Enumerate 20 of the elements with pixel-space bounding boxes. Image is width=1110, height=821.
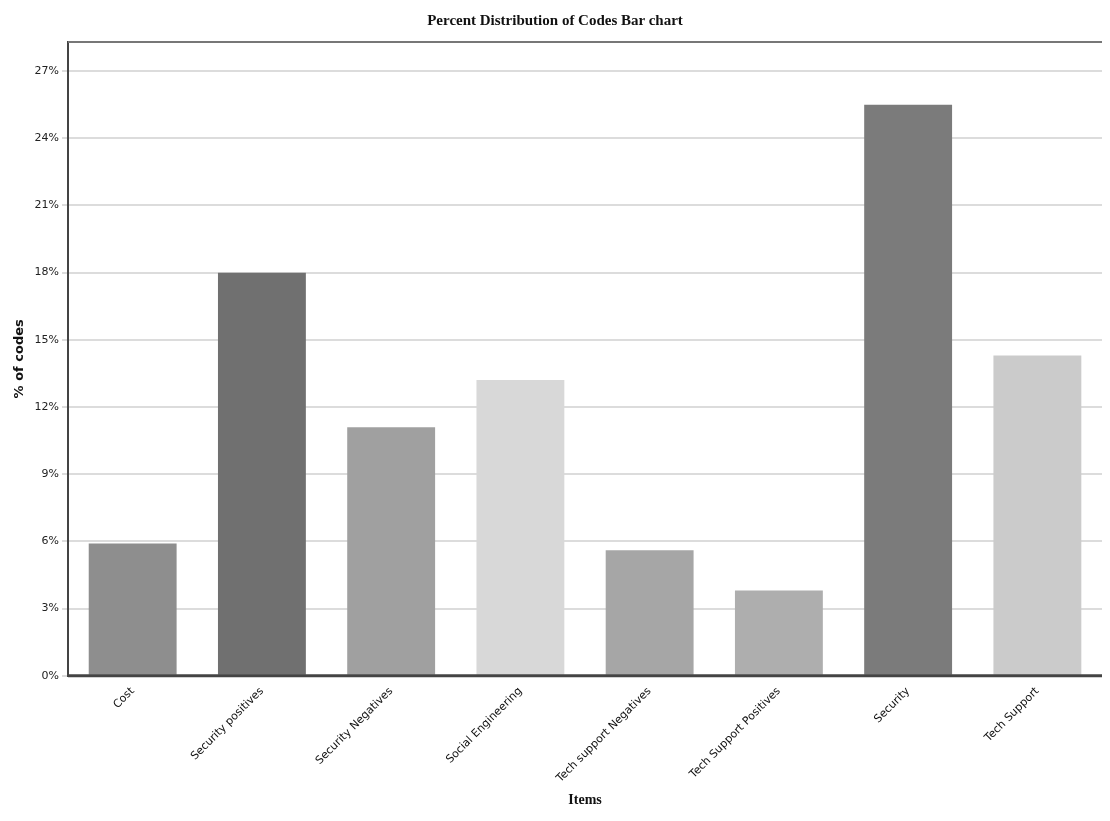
chart-title: Percent Distribution of Codes Bar chart — [427, 11, 683, 28]
y-tick-label: 24% — [34, 131, 60, 145]
y-tick-label: 18% — [34, 265, 60, 279]
y-tick-label: 6% — [41, 534, 60, 548]
y-tick-label: 27% — [34, 63, 60, 77]
x-axis-title: Items — [568, 792, 603, 808]
y-tick-label: 0% — [41, 668, 60, 682]
y-tick-label: 3% — [41, 601, 60, 615]
bar — [605, 550, 694, 675]
y-tick-label: 12% — [34, 399, 60, 413]
bar — [864, 104, 953, 675]
y-tick-label: 21% — [34, 198, 60, 212]
y-tick-label: 15% — [34, 332, 60, 346]
bar — [734, 590, 823, 675]
bar — [88, 543, 177, 675]
bar — [347, 427, 436, 675]
bar — [993, 355, 1082, 675]
bar — [217, 272, 306, 675]
y-tick-label: 9% — [41, 467, 60, 481]
y-axis-title: % of codes — [11, 319, 27, 399]
